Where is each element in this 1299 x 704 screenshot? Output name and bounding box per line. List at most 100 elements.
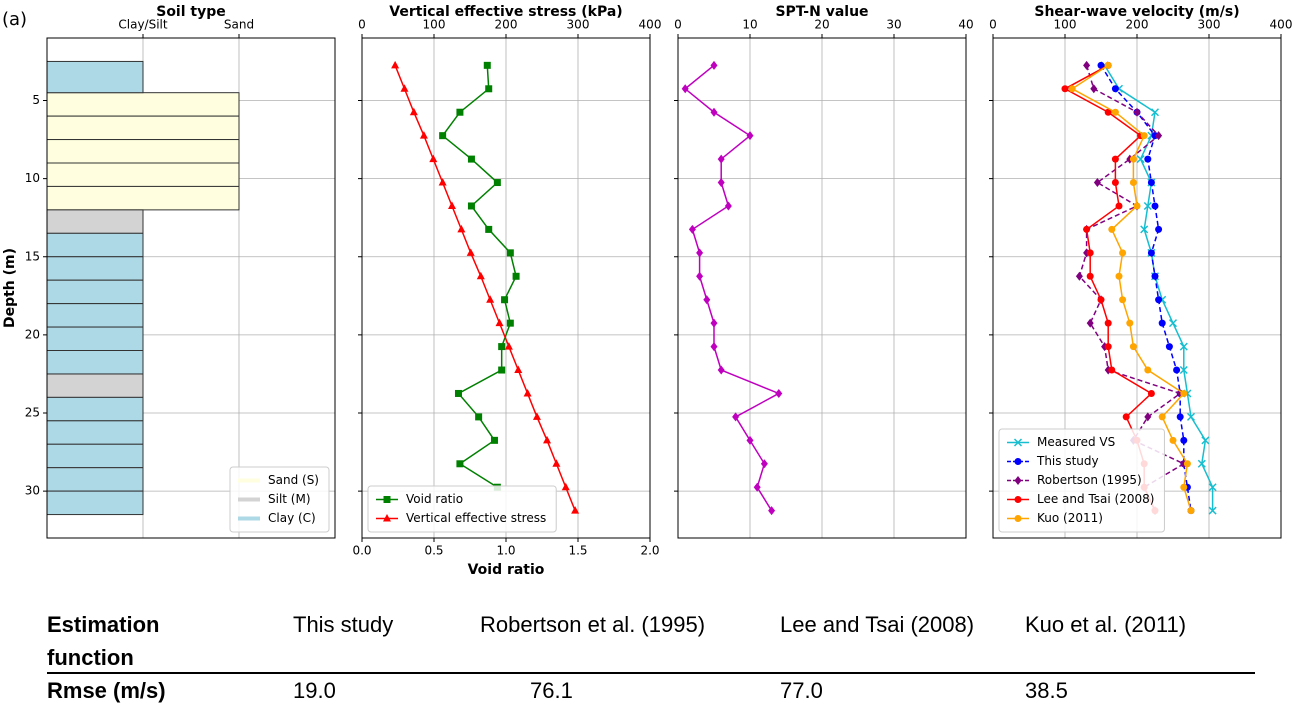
marker bbox=[506, 249, 514, 257]
marker bbox=[1183, 460, 1191, 468]
marker bbox=[1061, 85, 1069, 93]
marker bbox=[703, 295, 711, 305]
marker bbox=[1180, 436, 1188, 444]
y-tick-label: 5 bbox=[32, 93, 40, 107]
soil-layer bbox=[46, 60, 144, 94]
marker bbox=[768, 506, 776, 516]
marker bbox=[732, 412, 740, 422]
x-tick-label: 300 bbox=[567, 18, 590, 32]
marker bbox=[688, 224, 696, 234]
marker bbox=[1086, 249, 1094, 257]
marker bbox=[532, 412, 541, 420]
marker bbox=[1180, 483, 1188, 491]
x-tick-label: 30 bbox=[886, 18, 901, 32]
marker bbox=[1144, 366, 1152, 374]
legend-label: Clay (C) bbox=[268, 511, 316, 525]
marker bbox=[1068, 85, 1076, 93]
x-tick-label: 0 bbox=[358, 18, 366, 32]
x-tick-label: 400 bbox=[639, 18, 662, 32]
marker bbox=[1155, 225, 1163, 233]
marker bbox=[1169, 436, 1177, 444]
marker bbox=[746, 131, 754, 141]
marker bbox=[1108, 366, 1116, 374]
marker bbox=[1165, 343, 1173, 351]
marker bbox=[1104, 319, 1112, 327]
marker bbox=[1144, 155, 1152, 163]
table-header: Estimation function bbox=[47, 612, 160, 670]
marker bbox=[1083, 225, 1091, 233]
soil-layer bbox=[46, 303, 144, 328]
panel-title: SPT-N value bbox=[775, 4, 868, 20]
soil-layer bbox=[46, 162, 240, 187]
marker bbox=[571, 506, 580, 514]
x-axis-label: Void ratio bbox=[468, 562, 545, 578]
marker bbox=[710, 107, 718, 117]
x-tick-label: 0.5 bbox=[424, 544, 443, 558]
marker bbox=[1155, 131, 1163, 141]
marker bbox=[448, 201, 456, 209]
marker bbox=[383, 514, 391, 522]
marker bbox=[1111, 155, 1119, 163]
marker bbox=[1104, 61, 1112, 69]
marker bbox=[1158, 413, 1166, 421]
marker bbox=[1133, 202, 1141, 210]
series-line bbox=[684, 64, 781, 512]
table-rule bbox=[47, 672, 1255, 674]
x-tick-label: 10 bbox=[742, 18, 757, 32]
y-axis-label: Depth (m) bbox=[2, 248, 18, 328]
marker bbox=[1180, 389, 1188, 397]
marker bbox=[501, 296, 509, 304]
series-line bbox=[1070, 64, 1192, 511]
marker bbox=[1150, 108, 1160, 117]
x-tick-label: 0.0 bbox=[352, 544, 371, 558]
table-cell: Rmse (m/s) bbox=[47, 678, 166, 703]
marker bbox=[498, 366, 506, 374]
x-tick-label: Clay/Silt bbox=[118, 18, 167, 32]
marker bbox=[1143, 201, 1152, 210]
marker bbox=[514, 365, 523, 374]
soil-layer bbox=[46, 420, 144, 445]
plot-frame bbox=[677, 37, 967, 539]
marker bbox=[454, 389, 462, 397]
marker bbox=[1115, 202, 1123, 210]
marker bbox=[1136, 155, 1145, 164]
marker bbox=[710, 60, 718, 70]
marker bbox=[1097, 61, 1105, 69]
panel-title: Soil type bbox=[156, 4, 226, 20]
marker bbox=[1014, 515, 1022, 522]
x-tick-label: Sand bbox=[224, 18, 254, 32]
y-tick-label: 15 bbox=[25, 249, 40, 263]
marker bbox=[1140, 132, 1148, 140]
marker bbox=[717, 154, 725, 164]
marker bbox=[1013, 438, 1023, 447]
legend-label: Void ratio bbox=[406, 492, 463, 506]
marker bbox=[1104, 343, 1112, 351]
marker bbox=[710, 318, 718, 328]
marker bbox=[439, 132, 447, 140]
marker bbox=[1129, 343, 1137, 351]
soil-layer bbox=[46, 279, 144, 305]
series-line bbox=[394, 65, 576, 511]
soil-layer bbox=[46, 185, 240, 211]
marker bbox=[1179, 366, 1188, 375]
soil-layer bbox=[46, 256, 144, 281]
marker bbox=[1201, 436, 1210, 445]
marker bbox=[523, 388, 532, 397]
marker bbox=[476, 271, 485, 280]
marker bbox=[1111, 179, 1119, 187]
table-cell: 19.0 bbox=[293, 678, 336, 703]
x-tick-label: 1.5 bbox=[568, 544, 587, 558]
marker bbox=[1197, 459, 1206, 468]
y-tick-label: 25 bbox=[25, 406, 40, 420]
legend: Sand (S) Silt (M) Clay (C) bbox=[229, 466, 330, 533]
series-line bbox=[1103, 64, 1214, 511]
legend-label: Lee and Tsai (2008) bbox=[1037, 492, 1154, 506]
marker bbox=[1168, 319, 1178, 328]
y-tick-label: 20 bbox=[25, 327, 40, 341]
table-cell: 76.1 bbox=[530, 678, 573, 703]
marker bbox=[1147, 389, 1155, 397]
x-tick-label: 2.0 bbox=[640, 544, 659, 558]
x-tick-label: 0 bbox=[989, 18, 997, 32]
x-tick-label: 100 bbox=[1054, 18, 1077, 32]
